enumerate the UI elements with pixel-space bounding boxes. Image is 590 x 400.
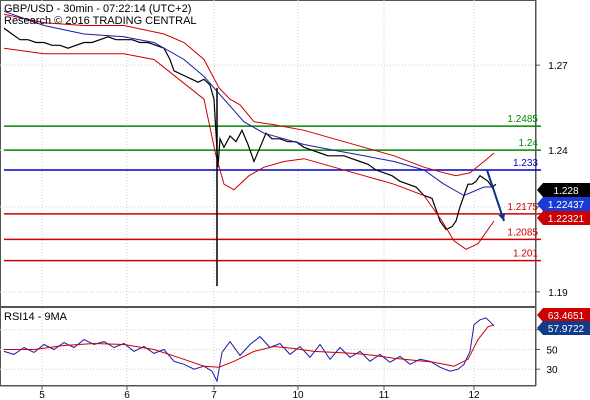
x-tick-label: 10 [292,390,304,400]
forecast-arrow-group [486,169,506,222]
x-tick-label: 11 [379,390,390,400]
rsi-panel-frame [0,307,536,386]
x-tick-label: 6 [124,390,130,400]
rsi-tags: 63.4651 57.9722 [537,308,590,335]
rsi-tag-rsi_blue-label: 57.9722 [548,324,585,335]
price-ytick-label: 1.27 [548,61,568,72]
level-label: 1.2085 [507,227,538,238]
level-label: 1.201 [513,249,538,260]
level-label: 1.24 [519,138,539,149]
x-tick-label: 12 [468,390,480,400]
price-ytick-label: 1.24 [548,146,568,157]
series-rsi_signal [4,324,495,368]
price-tag-red-bg [537,211,590,225]
series-price [3,27,497,231]
rsi-ytick-label: 30 [546,365,558,376]
rsi-ytick-label: 50 [546,345,558,356]
price-tag-blue-label: 1.22437 [548,200,585,211]
price-tag-red-label: 1.22321 [548,214,585,225]
price-tag-current-bg [537,183,590,197]
rsi-title: RSI14 - 9MA [4,311,68,323]
price-grid [0,0,536,306]
chart-subtitle: Research © 2016 TRADING CENTRAL [4,15,197,27]
level-label: 1.2175 [507,202,538,213]
price-tags: 1.228 1.22437 1.22321 [537,183,590,225]
rsi-tag-red-bg [537,308,590,322]
price-tag-blue-bg [537,197,590,211]
level-lines: 1.2485 1.24 1.233 1.2175 1.2085 1.201 [4,114,541,262]
series-moving_average [3,10,494,197]
level-label: 1.233 [513,158,538,169]
price-y-ticks: 1.191.221.241.27 [536,61,568,299]
x-tick-label: 7 [211,390,217,400]
rsi-grid [0,308,536,385]
price-panel-frame [0,0,536,307]
level-label: 1.2485 [507,114,538,125]
chart-title: GBP/USD - 30min - 07:22:14 (UTC+2) [4,3,191,15]
series-rsi [3,317,495,383]
price-tag-current-label: 1.228 [553,186,578,197]
x-axis-ticks: 5 6 7 10 11 12 [39,386,480,400]
series-bollinger_upper [3,13,495,177]
series-bollinger_lower [3,47,495,250]
rsi-tag-red-label: 63.4651 [548,311,585,322]
rsi-tag-rsi_blue-bg [537,321,590,335]
price-series-group [3,10,497,287]
forecast-arrow-line [486,169,505,222]
price-ytick-label: 1.19 [548,288,568,299]
rsi-series-group [3,317,495,383]
forecast-arrow-head [498,213,506,221]
x-tick-label: 5 [39,390,45,400]
